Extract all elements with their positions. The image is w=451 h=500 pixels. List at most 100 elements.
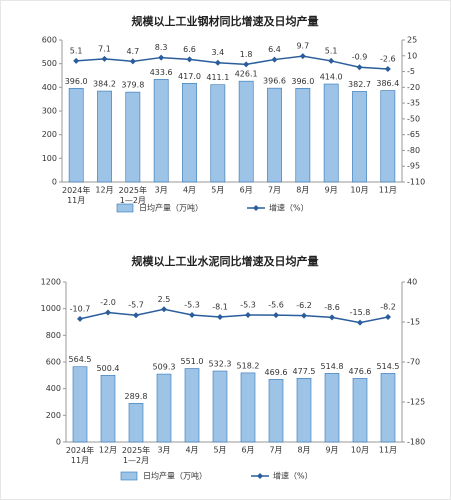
- y-tick-label: 300: [42, 107, 57, 116]
- bar: [128, 403, 144, 443]
- data-label: 386.4: [376, 79, 399, 88]
- bar: [100, 374, 116, 443]
- data-label: 514.5: [377, 362, 400, 371]
- bar: [267, 87, 282, 183]
- y-tick-label: 0: [52, 178, 57, 187]
- data-label: 564.5: [69, 355, 92, 364]
- data-label: 514.8: [321, 362, 344, 371]
- bar: [156, 373, 172, 443]
- line-marker: [129, 58, 136, 65]
- y-tick-label: 400: [42, 83, 57, 92]
- x-tick-label: 2025年 1—2月: [122, 445, 150, 465]
- y2-tick-label: -80: [407, 146, 420, 155]
- data-label: -2.0: [100, 298, 116, 307]
- line: [76, 55, 388, 70]
- bar: [352, 91, 367, 183]
- y2-tick-label: -95: [407, 162, 420, 171]
- data-label: -10.7: [70, 304, 91, 313]
- data-label: 9.7: [296, 42, 309, 51]
- data-label: 500.4: [97, 364, 120, 373]
- x-tick-label: 5月: [211, 186, 224, 195]
- x-tick-label: 5月: [213, 446, 226, 455]
- data-label: 7.1: [98, 44, 111, 53]
- y-tick-label: 100: [42, 154, 57, 163]
- y2-tick-label: 40: [407, 278, 417, 287]
- line-marker: [299, 53, 306, 60]
- data-label: 6.6: [183, 45, 196, 54]
- data-label: 551.0: [181, 357, 204, 366]
- line-marker: [189, 311, 195, 318]
- x-tick-label: 2025年 1—2月: [119, 185, 147, 205]
- data-label: 4.7: [126, 47, 139, 56]
- y2-tick-label: -20: [407, 83, 420, 92]
- y-tick-label: 0: [56, 438, 61, 447]
- data-label: 396.0: [291, 77, 314, 86]
- data-label: 8.3: [155, 43, 168, 52]
- bar: [268, 379, 284, 443]
- bar: [68, 87, 84, 183]
- data-label: 5.1: [70, 46, 83, 55]
- x-tick-label: 11月: [379, 186, 397, 195]
- bar: [380, 373, 396, 443]
- line-marker: [357, 319, 363, 326]
- data-label: 476.6: [349, 367, 372, 376]
- line-marker: [301, 312, 307, 319]
- data-label: 469.6: [265, 368, 288, 377]
- bar: [184, 368, 200, 443]
- bar: [97, 90, 112, 183]
- bar: [153, 79, 169, 183]
- bar: [210, 84, 226, 183]
- data-label: 509.3: [153, 363, 176, 372]
- line-marker: [356, 64, 363, 71]
- legend-marker: [257, 473, 263, 479]
- data-label: -5.3: [240, 300, 256, 309]
- data-label: -5.3: [184, 300, 200, 309]
- line-marker: [271, 56, 278, 63]
- bar: [296, 378, 312, 443]
- data-label: 379.8: [121, 81, 144, 90]
- data-label: -8.1: [212, 302, 228, 311]
- line: [79, 308, 389, 324]
- chart-title: 规模以上工业钢材同比增速及日均产量: [132, 14, 319, 28]
- x-tick-label: 2024年 11月: [66, 445, 94, 465]
- legend-label: 增速（%）: [269, 203, 309, 213]
- x-tick-label: 8月: [296, 186, 309, 195]
- legend-label: 日均产量（万吨）: [139, 203, 203, 213]
- line-marker: [186, 56, 193, 63]
- data-label: -15.8: [350, 308, 371, 317]
- line-marker: [385, 314, 391, 321]
- bar: [324, 373, 340, 443]
- y-tick-label: 600: [46, 358, 61, 367]
- y2-tick-label: -5: [407, 67, 415, 76]
- bar: [72, 366, 88, 443]
- bar: [295, 87, 311, 183]
- line-marker: [101, 55, 108, 62]
- x-tick-label: 10月: [351, 446, 369, 455]
- data-label: 532.3: [209, 360, 232, 369]
- line-marker: [329, 314, 335, 321]
- bar: [238, 80, 254, 183]
- x-tick-label: 6月: [240, 186, 253, 195]
- y2-tick-label: 10: [407, 51, 417, 60]
- y-tick-label: 600: [42, 36, 57, 45]
- data-label: 1.8: [240, 50, 253, 59]
- x-tick-label: 7月: [269, 446, 282, 455]
- x-tick-label: 12月: [95, 186, 113, 195]
- y-tick-label: 1200: [41, 278, 61, 287]
- x-tick-label: 11月: [379, 446, 397, 455]
- line-marker: [328, 57, 335, 64]
- data-label: -2.6: [380, 55, 396, 64]
- y2-tick-label: -65: [407, 130, 420, 139]
- data-label: -8.6: [324, 303, 340, 312]
- bar: [125, 91, 141, 183]
- data-label: 3.4: [211, 48, 224, 57]
- x-tick-label: 7月: [268, 186, 281, 195]
- x-tick-label: 10月: [350, 186, 368, 195]
- data-label: 384.2: [93, 80, 116, 89]
- data-label: -5.6: [268, 301, 284, 310]
- data-label: 396.0: [65, 77, 88, 86]
- x-tick-label: 9月: [325, 446, 338, 455]
- y-tick-label: 1000: [41, 304, 61, 313]
- line-marker: [243, 61, 250, 68]
